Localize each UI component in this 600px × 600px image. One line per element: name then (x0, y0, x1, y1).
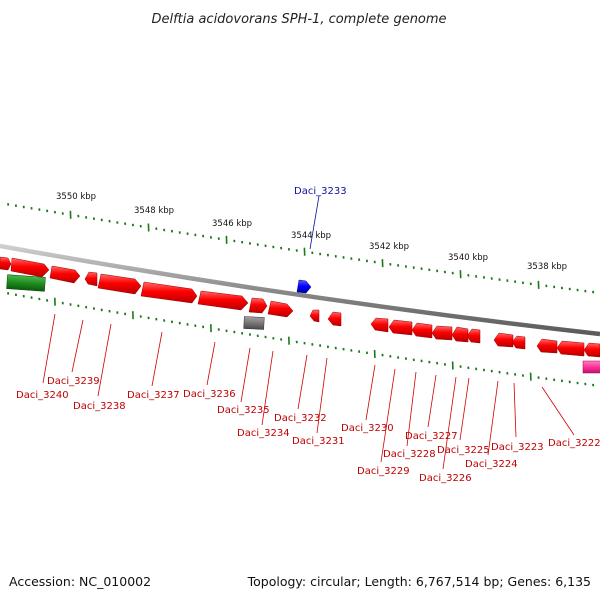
pseudogene-block[interactable] (243, 316, 265, 330)
scale-label: 3538 kbp (527, 262, 567, 272)
gene-arrow[interactable] (267, 300, 294, 318)
gene-label[interactable]: Daci_3226 (419, 473, 472, 484)
gene-label[interactable]: Daci_3225 (437, 445, 490, 456)
gene-arrow[interactable] (0, 256, 12, 271)
gene-arrow[interactable] (309, 309, 320, 323)
gene-arrow[interactable] (84, 271, 98, 287)
gene-label[interactable]: Daci_3228 (383, 449, 436, 460)
gene-label[interactable]: Daci_3233 (294, 186, 347, 197)
gene-label[interactable]: Daci_3223 (491, 442, 544, 453)
genome-summary-text: Topology: circular; Length: 6,767,514 bp… (247, 574, 591, 589)
label-leader (365, 364, 376, 421)
label-leader (442, 376, 457, 470)
gene-arrow[interactable] (327, 311, 342, 327)
gene-arrow[interactable] (411, 322, 433, 339)
gene-arrow[interactable] (466, 328, 481, 344)
gene-label[interactable]: Daci_3229 (357, 466, 410, 477)
gene-label[interactable]: Daci_3240 (16, 390, 69, 401)
gene-arrow[interactable] (248, 297, 268, 314)
gene-arrow[interactable] (431, 325, 453, 341)
scale-label: 3550 kbp (56, 192, 96, 202)
label-leader (513, 382, 517, 438)
gene-arrow[interactable] (296, 279, 312, 294)
gene-arrow[interactable] (10, 257, 50, 278)
label-leader (97, 323, 112, 397)
gene-arrow[interactable] (197, 290, 249, 311)
gene-arrow[interactable] (388, 319, 413, 336)
label-leader (309, 195, 320, 250)
gene-arrow[interactable] (511, 335, 526, 350)
gene-label[interactable]: Daci_3222 (548, 438, 600, 449)
gene-label[interactable]: Daci_3234 (237, 428, 290, 439)
gene-arrow[interactable] (140, 281, 198, 304)
label-leaders (42, 313, 575, 470)
label-leader (151, 331, 163, 387)
other-feature-block[interactable] (582, 360, 600, 374)
gene-label[interactable]: Daci_3232 (274, 413, 327, 424)
label-leader (427, 374, 437, 428)
label-leader (297, 354, 308, 410)
scale-label: 3546 kbp (212, 219, 252, 229)
gene-label[interactable]: Daci_3237 (127, 390, 180, 401)
gene-arrow[interactable] (451, 326, 469, 343)
scale-label: 3548 kbp (134, 206, 174, 216)
gene-label[interactable]: Daci_3227 (405, 431, 458, 442)
label-leader (316, 357, 328, 434)
genome-backbone (0, 243, 600, 337)
accession-text: Accession: NC_010002 (9, 574, 152, 589)
outer-scale-ticks (7, 203, 595, 294)
label-leader (206, 341, 216, 386)
label-leader (42, 313, 56, 384)
label-leader (459, 377, 470, 441)
scale-label: 3542 kbp (369, 242, 409, 252)
gene-label[interactable]: Daci_3235 (217, 405, 270, 416)
gene-label[interactable]: Daci_3236 (183, 389, 236, 400)
scale-label: 3540 kbp (448, 253, 488, 263)
label-leader (406, 371, 417, 447)
label-leader (487, 380, 499, 456)
label-leader (71, 319, 84, 373)
label-leader (541, 386, 575, 436)
forward-strand-features (0, 256, 312, 318)
gene-arrow[interactable] (536, 338, 558, 354)
gene-label[interactable]: Daci_3224 (465, 459, 518, 470)
gene-label[interactable]: Daci_3238 (73, 401, 126, 412)
gene-arrow[interactable] (97, 273, 142, 295)
gene-label[interactable]: Daci_3231 (292, 436, 345, 447)
gene-arrow[interactable] (583, 342, 600, 358)
label-leader (240, 347, 251, 403)
gene-arrow[interactable] (493, 332, 514, 348)
gene-arrow[interactable] (49, 265, 81, 284)
label-leader (380, 368, 396, 463)
gene-arrow[interactable] (556, 340, 585, 357)
gene-label[interactable]: Daci_3239 (47, 376, 100, 387)
rrna-block[interactable] (6, 274, 46, 292)
reverse-strand-features (6, 274, 600, 374)
label-leader (261, 350, 274, 426)
gene-label[interactable]: Daci_3230 (341, 423, 394, 434)
map-title: Delftia acidovorans SPH-1, complete geno… (151, 12, 446, 27)
inner-scale-ticks (7, 292, 595, 387)
scale-label: 3544 kbp (291, 231, 331, 241)
gene-arrow[interactable] (370, 317, 389, 333)
